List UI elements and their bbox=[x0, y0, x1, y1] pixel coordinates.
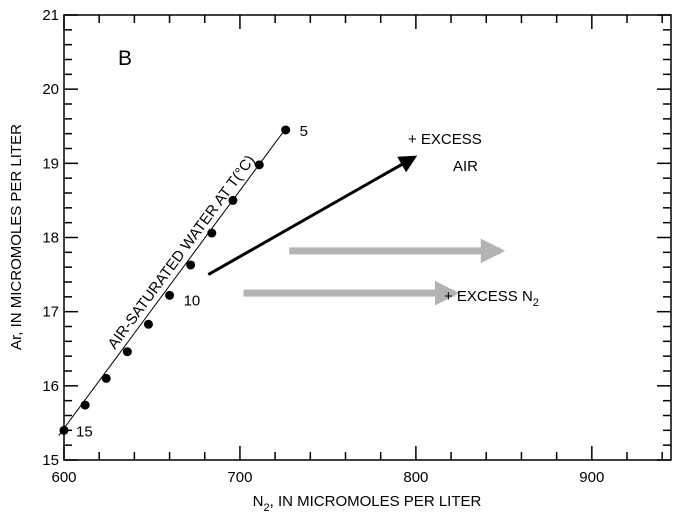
y-tick-label: 19 bbox=[42, 155, 59, 172]
data-point bbox=[80, 400, 90, 410]
y-axis-title: Ar, IN MICROMOLES PER LITER bbox=[8, 124, 25, 350]
point-label-10: 10 bbox=[184, 292, 201, 309]
x-axis-title-subscript: 2 bbox=[264, 502, 270, 514]
x-tick-label: 800 bbox=[403, 469, 428, 486]
data-point bbox=[281, 125, 291, 135]
excess-air-arrow bbox=[207, 155, 418, 276]
excess-air-label-line2: AIR bbox=[453, 158, 478, 175]
y-tick-label: 18 bbox=[42, 230, 59, 247]
y-tick-label: 20 bbox=[42, 81, 59, 98]
x-tick-label: 900 bbox=[579, 469, 604, 486]
y-tick-label: 21 bbox=[42, 7, 59, 24]
air-saturated-water-label: AIR-SATURATED WATER AT T(°C) bbox=[105, 152, 259, 352]
data-point bbox=[228, 195, 238, 205]
panel-label: B bbox=[118, 47, 132, 70]
air-saturated-water-points bbox=[59, 125, 291, 435]
excess-n2-label-subscript: 2 bbox=[533, 297, 539, 309]
data-point bbox=[122, 347, 132, 357]
y-tick-labels: 15 16 17 18 19 20 21 bbox=[42, 7, 59, 469]
excess-air-label-line1: + EXCESS bbox=[408, 131, 482, 148]
data-point bbox=[59, 425, 69, 435]
x-tick-label: 700 bbox=[227, 469, 252, 486]
air-saturated-water-line bbox=[58, 125, 288, 436]
y-tick-label: 17 bbox=[42, 304, 59, 321]
x-axis-title-rest: , IN MICROMOLES PER LITER bbox=[270, 493, 482, 510]
y-tick-label: 16 bbox=[42, 378, 59, 395]
axis-ticks bbox=[63, 14, 671, 461]
data-point bbox=[186, 260, 196, 270]
data-point bbox=[101, 373, 111, 383]
point-label-5: 5 bbox=[300, 123, 308, 140]
y-tick-label: 15 bbox=[42, 452, 59, 469]
x-tick-label: 600 bbox=[51, 469, 76, 486]
excess-n2-label: + EXCESS N2 bbox=[444, 288, 539, 309]
x-axis-title: N2, IN MICROMOLES PER LITER bbox=[253, 493, 482, 514]
data-point bbox=[254, 160, 264, 170]
point-label-15: 15 bbox=[76, 423, 93, 440]
data-point bbox=[143, 319, 153, 329]
excess-n2-label-text: + EXCESS N bbox=[444, 288, 533, 305]
x-axis-title-n: N bbox=[253, 493, 264, 510]
data-point bbox=[207, 228, 217, 238]
data-point bbox=[165, 290, 175, 300]
x-tick-labels: 600 700 800 900 bbox=[51, 469, 604, 486]
plot-frame bbox=[63, 14, 672, 461]
